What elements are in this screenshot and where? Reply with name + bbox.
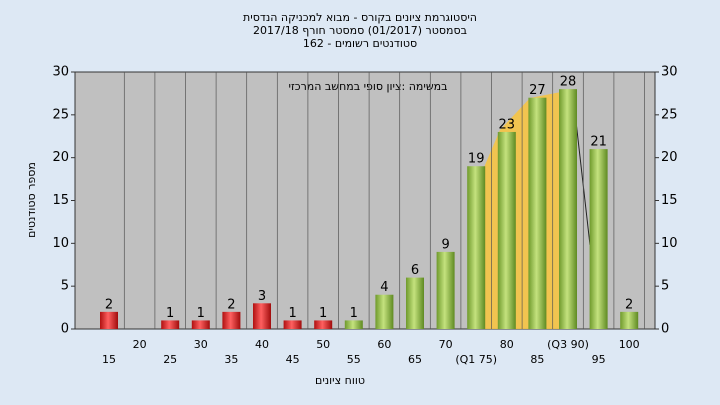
data-label: 6 — [411, 263, 419, 278]
data-label: 19 — [468, 152, 485, 167]
y-tick-label: 25 — [52, 107, 69, 122]
x-tick-label: 35 — [224, 353, 238, 366]
x-tick-label: 65 — [408, 353, 422, 366]
bar — [497, 131, 516, 329]
y-tick-label: 10 — [52, 236, 69, 251]
y-tick-label-right: 15 — [661, 193, 678, 208]
bar — [589, 149, 608, 329]
x-axis-label: טווח ציונים — [315, 374, 365, 387]
data-label: 23 — [499, 117, 516, 132]
bar — [253, 303, 271, 329]
x-tick-label: 85 — [530, 353, 544, 366]
data-label: 1 — [350, 306, 358, 321]
data-label: 9 — [441, 237, 449, 252]
x-tick-label: 30 — [194, 338, 208, 351]
data-label: 1 — [319, 306, 327, 321]
annotation: במשימה :ציון סופי במחשב המרכזי — [288, 80, 447, 93]
x-tick-label: 20 — [133, 338, 147, 351]
data-label: 2 — [625, 297, 633, 312]
y-tick-label-right: 30 — [661, 65, 678, 80]
data-label: 27 — [529, 83, 546, 98]
bar — [406, 277, 424, 329]
x-tick-label: 15 — [102, 353, 116, 366]
data-label: 28 — [560, 75, 577, 90]
bar — [528, 97, 547, 329]
title-line: היסטוגרמת ציונים בקורס - מבוא למכניקה הנ… — [243, 11, 477, 24]
x-tick-label: (Q1 75) — [455, 353, 497, 366]
y-tick-label: 5 — [61, 279, 69, 294]
data-label: 1 — [166, 306, 174, 321]
x-tick-label: 55 — [347, 353, 361, 366]
title-line: סטודנטים רשומים - 162 — [303, 37, 417, 50]
data-label: 2 — [227, 297, 235, 312]
data-label: 2 — [105, 297, 113, 312]
y-tick-label: 30 — [52, 65, 69, 80]
data-label: 1 — [288, 306, 296, 321]
x-tick-label: 45 — [286, 353, 300, 366]
y-tick-label: 0 — [61, 322, 69, 337]
x-tick-label: 95 — [592, 353, 606, 366]
bar — [191, 320, 210, 329]
data-label: 4 — [380, 280, 388, 295]
bar — [161, 320, 180, 329]
x-tick-label: 80 — [500, 338, 514, 351]
data-label: 21 — [590, 135, 607, 150]
bar — [314, 320, 333, 329]
x-tick-label: 70 — [439, 338, 453, 351]
x-tick-label: 100 — [619, 338, 640, 351]
bar — [559, 89, 577, 329]
x-tick-label: 50 — [316, 338, 330, 351]
bar — [100, 311, 118, 329]
bar — [436, 251, 455, 329]
bar — [344, 320, 363, 329]
bar — [375, 294, 394, 329]
bar — [467, 166, 486, 329]
y-axis-label: מספר סטודנטים — [25, 162, 38, 238]
y-tick-label-right: 0 — [661, 322, 669, 337]
bar — [283, 320, 302, 329]
y-tick-label-right: 5 — [661, 279, 669, 294]
title-line: בסמסטר (01/2017) סמסטר חורף 2017/18 — [253, 24, 467, 37]
y-tick-label: 15 — [52, 193, 69, 208]
bar — [222, 311, 241, 329]
data-label: 1 — [197, 306, 205, 321]
bar — [620, 311, 639, 329]
x-tick-label: 25 — [163, 353, 177, 366]
y-tick-label-right: 20 — [661, 150, 678, 165]
y-tick-label: 20 — [52, 150, 69, 165]
y-tick-label-right: 25 — [661, 107, 678, 122]
x-tick-label: (Q3 90) — [547, 338, 589, 351]
y-tick-label-right: 10 — [661, 236, 678, 251]
x-tick-label: 60 — [377, 338, 391, 351]
x-tick-label: 40 — [255, 338, 269, 351]
data-label: 3 — [258, 289, 266, 304]
